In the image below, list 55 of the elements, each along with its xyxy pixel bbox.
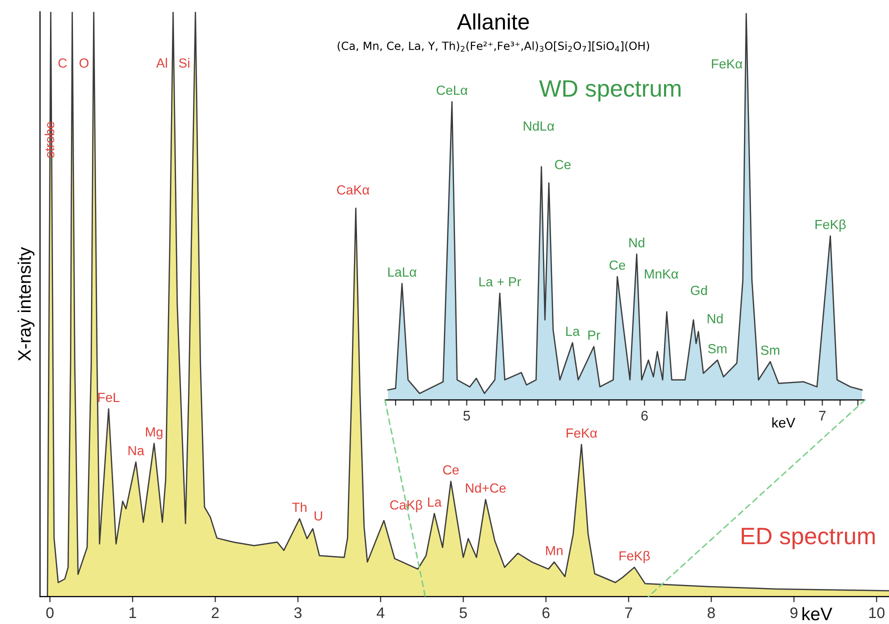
x-tick-label: 4 — [376, 608, 384, 618]
annotation: Nd — [708, 314, 723, 324]
x-tick-label: 6 — [641, 410, 648, 421]
x-tick-label: 1 — [130, 608, 136, 618]
annotation: WD spectrum — [539, 80, 681, 102]
annotation: CaKβ — [390, 500, 422, 512]
x-tick-label: 2 — [212, 607, 219, 618]
annotation: O — [80, 58, 89, 68]
annotation: Sm — [708, 344, 726, 354]
annotation: Ce — [554, 160, 571, 170]
annotation: FeKα — [712, 59, 742, 69]
annotation: strobe — [44, 122, 54, 158]
x-tick-label: 3 — [294, 607, 302, 618]
annotation: C — [58, 58, 67, 68]
text: (Ca, Mn, Ce, La, Y, Th)$_{2}$(Fe²⁺,Fe³⁺,Al)$_{3}$O[Si$_{2}$O$_{7}$][SiO$_{4}$](OH) — [338, 41, 650, 52]
annotation: FeKβ — [620, 550, 650, 564]
annotation: Nd+Ce — [466, 483, 506, 493]
annotation: FeL — [98, 392, 120, 402]
x-tick-label: 7 — [819, 410, 826, 420]
x-tick-label: 5 — [463, 410, 470, 421]
annotation: La — [428, 498, 442, 507]
y-axis-title: X-ray intensity — [18, 247, 34, 361]
annotation: CaKα — [337, 185, 370, 195]
x-axis-title: keV — [772, 417, 796, 428]
annotation: La — [566, 326, 580, 336]
annotation: Si — [179, 58, 190, 68]
x-tick-label: 5 — [460, 608, 467, 618]
annotation: Ce — [443, 465, 459, 475]
annotation: CeLα — [436, 86, 468, 95]
x-tick-label: 10 — [869, 607, 884, 618]
annotation: LaLα — [388, 268, 416, 277]
x-tick-label: 9 — [790, 607, 798, 618]
x-tick-label: 6 — [542, 607, 550, 618]
annotation: Gd — [690, 285, 707, 296]
annotation: Sm — [760, 346, 780, 355]
annotation: La + Pr — [479, 277, 522, 286]
annotation: Pr — [588, 330, 600, 340]
x-tick-label: 0 — [46, 607, 54, 618]
annotation: FeKα — [566, 428, 598, 438]
annotation: Na — [128, 446, 144, 456]
annotation: Nd — [629, 238, 644, 248]
chart-title: Allanite — [457, 13, 529, 30]
annotation: Th — [292, 502, 306, 512]
annotation: ED spectrum — [742, 528, 875, 550]
annotation: Mn — [546, 546, 563, 556]
annotation: U — [314, 511, 322, 521]
annotation: Mg — [146, 427, 162, 440]
annotation: NdLα — [524, 121, 554, 131]
annotation: MnKα — [644, 269, 678, 279]
annotation: Al — [156, 58, 167, 68]
annotation: FeKβ — [816, 219, 846, 232]
x-tick-label: 7 — [625, 608, 632, 618]
x-tick-label: 8 — [708, 607, 715, 618]
x-axis-title: keV — [802, 607, 832, 620]
annotation: Ce — [610, 260, 626, 270]
